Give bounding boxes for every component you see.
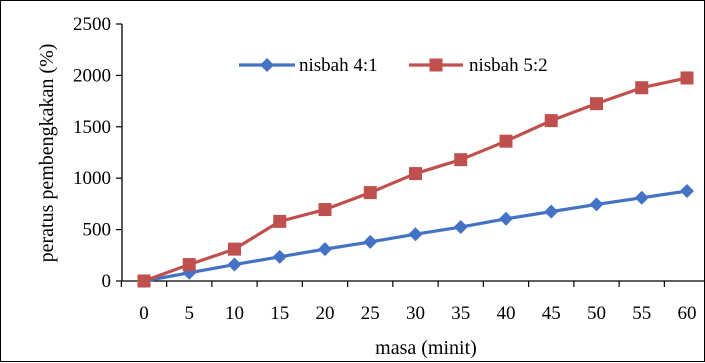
x-tick-label: 25: [361, 303, 380, 324]
data-point: [589, 197, 604, 212]
x-tick-labels: 0 5 10 15 20 25 30 35 40 45 50 55 60: [139, 303, 696, 324]
y-tick-label: 0: [102, 271, 112, 292]
data-point: [499, 134, 513, 148]
legend-label: nisbah 5:2: [469, 55, 548, 76]
y-tick-label: 500: [83, 220, 112, 241]
x-tick-label: 55: [632, 303, 651, 324]
x-tick-label: 30: [406, 303, 425, 324]
legend-marker: [429, 58, 443, 72]
data-point: [544, 204, 559, 219]
y-tick-label: 2500: [73, 14, 111, 35]
data-point: [499, 211, 513, 226]
y-tick-label: 2000: [73, 65, 111, 86]
legend-label: nisbah 4:1: [299, 55, 378, 76]
y-tick-labels: 0 500 1000 1500 2000 2500: [73, 14, 111, 292]
data-point: [590, 97, 603, 111]
y-tick-label: 1500: [73, 117, 111, 138]
data-point: [408, 227, 423, 242]
legend-item: nisbah 4:1: [239, 55, 378, 76]
x-tick-label: 0: [139, 303, 149, 324]
x-tick-label: 60: [678, 303, 697, 324]
data-point: [273, 214, 287, 228]
series-1: [137, 184, 694, 288]
series-2: [137, 71, 694, 288]
data-point: [363, 234, 378, 249]
data-point: [227, 257, 242, 272]
axes: [116, 23, 705, 287]
data-point: [634, 190, 649, 205]
x-tick-label: 20: [316, 303, 335, 324]
x-tick-label: 45: [542, 303, 561, 324]
x-tick-label: 35: [451, 303, 470, 324]
data-point: [635, 81, 649, 95]
data-point: [228, 242, 241, 256]
data-point: [544, 114, 558, 128]
legend: nisbah 4:1 nisbah 5:2: [239, 55, 548, 76]
x-tick-label: 5: [185, 303, 195, 324]
data-point: [680, 184, 694, 199]
data-point: [363, 186, 377, 200]
data-point: [272, 249, 287, 264]
x-tick-label: 50: [587, 303, 606, 324]
x-tick-label: 40: [497, 303, 516, 324]
x-tick-label: 10: [225, 303, 244, 324]
series-layer: [137, 71, 694, 288]
data-point: [137, 274, 151, 288]
y-tick-label: 1000: [73, 168, 111, 189]
data-point: [680, 71, 694, 85]
data-point: [182, 258, 196, 272]
data-point: [318, 242, 332, 257]
data-point: [453, 220, 468, 235]
y-axis-title: peratus pembengkakan (%): [36, 44, 58, 263]
x-axis-title: masa (minit): [375, 337, 477, 359]
data-point: [454, 153, 468, 167]
legend-item: nisbah 5:2: [409, 55, 548, 76]
legend-marker: [260, 58, 274, 72]
data-point: [409, 167, 422, 181]
x-tick-label: 15: [270, 303, 289, 324]
data-point: [318, 203, 332, 217]
